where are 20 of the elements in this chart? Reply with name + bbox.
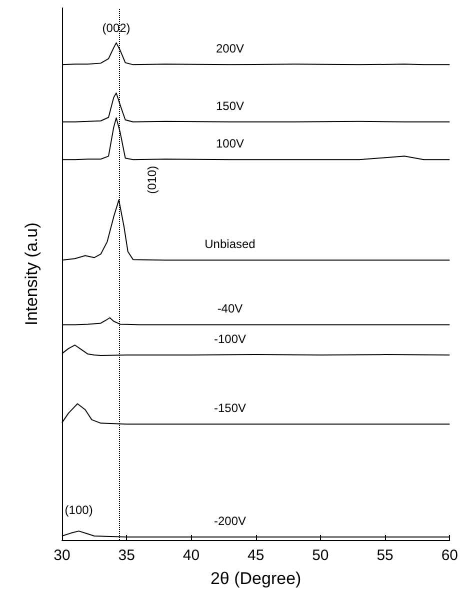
annotation: (100) [64, 503, 93, 518]
annotation: (002) [102, 20, 130, 35]
x-tick-label: 30 [54, 547, 70, 564]
annotation: (010) [144, 166, 159, 194]
x-tick-label: 55 [376, 547, 394, 564]
x-tick-label: 60 [441, 547, 458, 564]
series-label: -150V [214, 401, 246, 416]
series-label: 150V [216, 98, 244, 113]
series-label: Unbiased [204, 237, 256, 252]
series-label: -100V [214, 332, 246, 346]
x-tick-label: 50 [312, 547, 329, 564]
series-label: 200V [216, 42, 244, 56]
x-tick-label: 35 [118, 547, 135, 564]
x-axis-title: 2θ (Degree) [210, 569, 302, 588]
series-label: -200V [214, 514, 246, 528]
y-axis-title: Intensity (a.u) [22, 222, 41, 326]
series-label: -40V [217, 302, 243, 316]
series-label: 100V [216, 136, 244, 151]
x-tick-label: 40 [182, 547, 200, 564]
x-tick-label: 45 [247, 547, 264, 564]
